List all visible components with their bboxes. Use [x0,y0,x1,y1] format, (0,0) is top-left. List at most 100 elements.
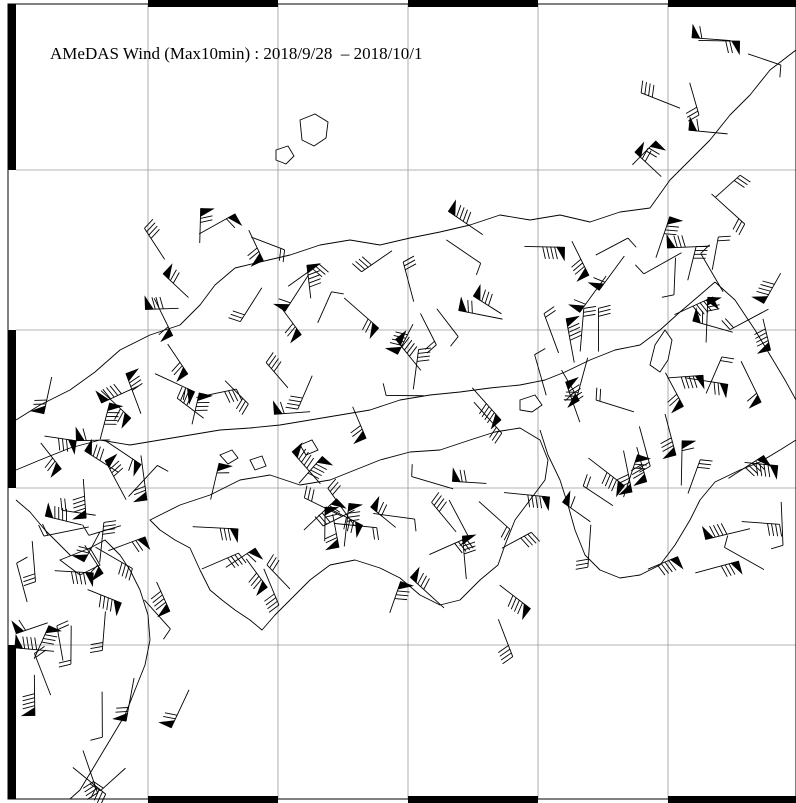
shodo-island [519,394,543,413]
wind-barb [33,625,62,659]
wind-barb [11,619,48,634]
awaji-island [649,329,673,373]
wind-barb [634,252,682,275]
wind-barb [744,461,779,480]
wind-barb [95,383,139,404]
wind-barb [751,272,782,304]
wind-barb [579,305,597,352]
wind-barb [667,374,705,390]
wind-barb [748,53,782,78]
wind-barb [412,347,431,390]
wind-barb [724,535,765,570]
wind-barb [575,524,592,570]
wind-barb [75,426,110,442]
wind-barb [191,392,214,425]
chugoku-south-coast [15,281,716,471]
wind-barb [133,455,148,503]
wind-barb [112,678,135,722]
wind-barb [278,304,302,344]
kunisaki-area [59,547,101,576]
wind-barb [501,531,540,549]
wind-barb [740,361,762,409]
wind-barb [327,478,355,526]
map-title: AMeDAS Wind (Max10min) : 2018/9/28 – 201… [50,44,423,63]
wind-barb [192,526,239,543]
wind-barb [687,459,713,494]
wind-barb [595,387,634,413]
coastlines [15,49,796,800]
wind-barb [634,141,662,177]
wind-barb [471,387,502,430]
wind-barb [770,501,784,550]
wind-barb [685,377,729,399]
wind-barb [71,531,101,563]
seto-island-2 [249,455,267,471]
wind-barb [640,80,681,109]
wind-barb [104,439,142,477]
wind-barb [632,140,667,166]
wind-barb [100,390,132,429]
wind-barb [84,545,104,582]
wind-barb [382,383,424,397]
wind-barb [565,315,582,363]
wind-barb [447,199,483,235]
wind-barb [90,611,106,653]
wind-barb [44,435,77,455]
wind-barb [38,523,89,537]
wind-barb [58,625,72,668]
wind-barb [343,297,380,339]
wind-barb [82,750,98,800]
wind-barb [324,514,340,551]
wind-barb [225,547,264,568]
wind-barb [711,235,731,270]
wind-barb [431,492,457,533]
wind-barb [458,296,503,320]
wind-barb [16,556,28,603]
wind-barb [196,388,243,403]
wind-barb [247,229,264,267]
wind-barb [680,440,697,486]
wind-barb [350,406,367,445]
oki-small-island [275,145,295,165]
wind-barb [389,581,415,613]
wind-barb [473,401,503,444]
wind-barb [666,233,711,249]
wind-barb [104,453,127,500]
wind-barb [56,620,70,661]
wind-barb [701,523,751,540]
wind-barb [224,380,249,415]
wind-barb [665,372,684,414]
wind-barb [370,495,396,528]
wind-barb [72,767,107,803]
wind-barb [429,538,474,555]
wind-barb [534,348,547,396]
wind-barb [384,323,414,355]
wind-barb [411,464,454,490]
wind-barb [99,402,124,440]
wind-barb [565,376,584,423]
wind-barb [692,307,733,333]
wind-barb [14,633,55,652]
wind-barb [571,240,590,282]
wind-barb [87,589,122,617]
kyushu-coast [15,499,151,800]
wind-barb [436,308,459,347]
wind-barb [688,116,728,135]
wind-barb [588,457,625,498]
wind-barb [623,454,652,498]
wind-barb [561,369,580,409]
wind-barb [461,534,477,580]
wind-barb [451,467,487,484]
wind-barb [40,442,62,478]
wind-barb [90,691,103,741]
wind-barb [446,239,482,276]
wind-barb [715,174,751,198]
wind-barb [711,193,746,236]
wind-barb [266,554,291,590]
wind-barb [524,245,565,262]
wind-barb [617,450,633,496]
wind-barb [167,343,189,383]
wind-barb [402,255,417,302]
